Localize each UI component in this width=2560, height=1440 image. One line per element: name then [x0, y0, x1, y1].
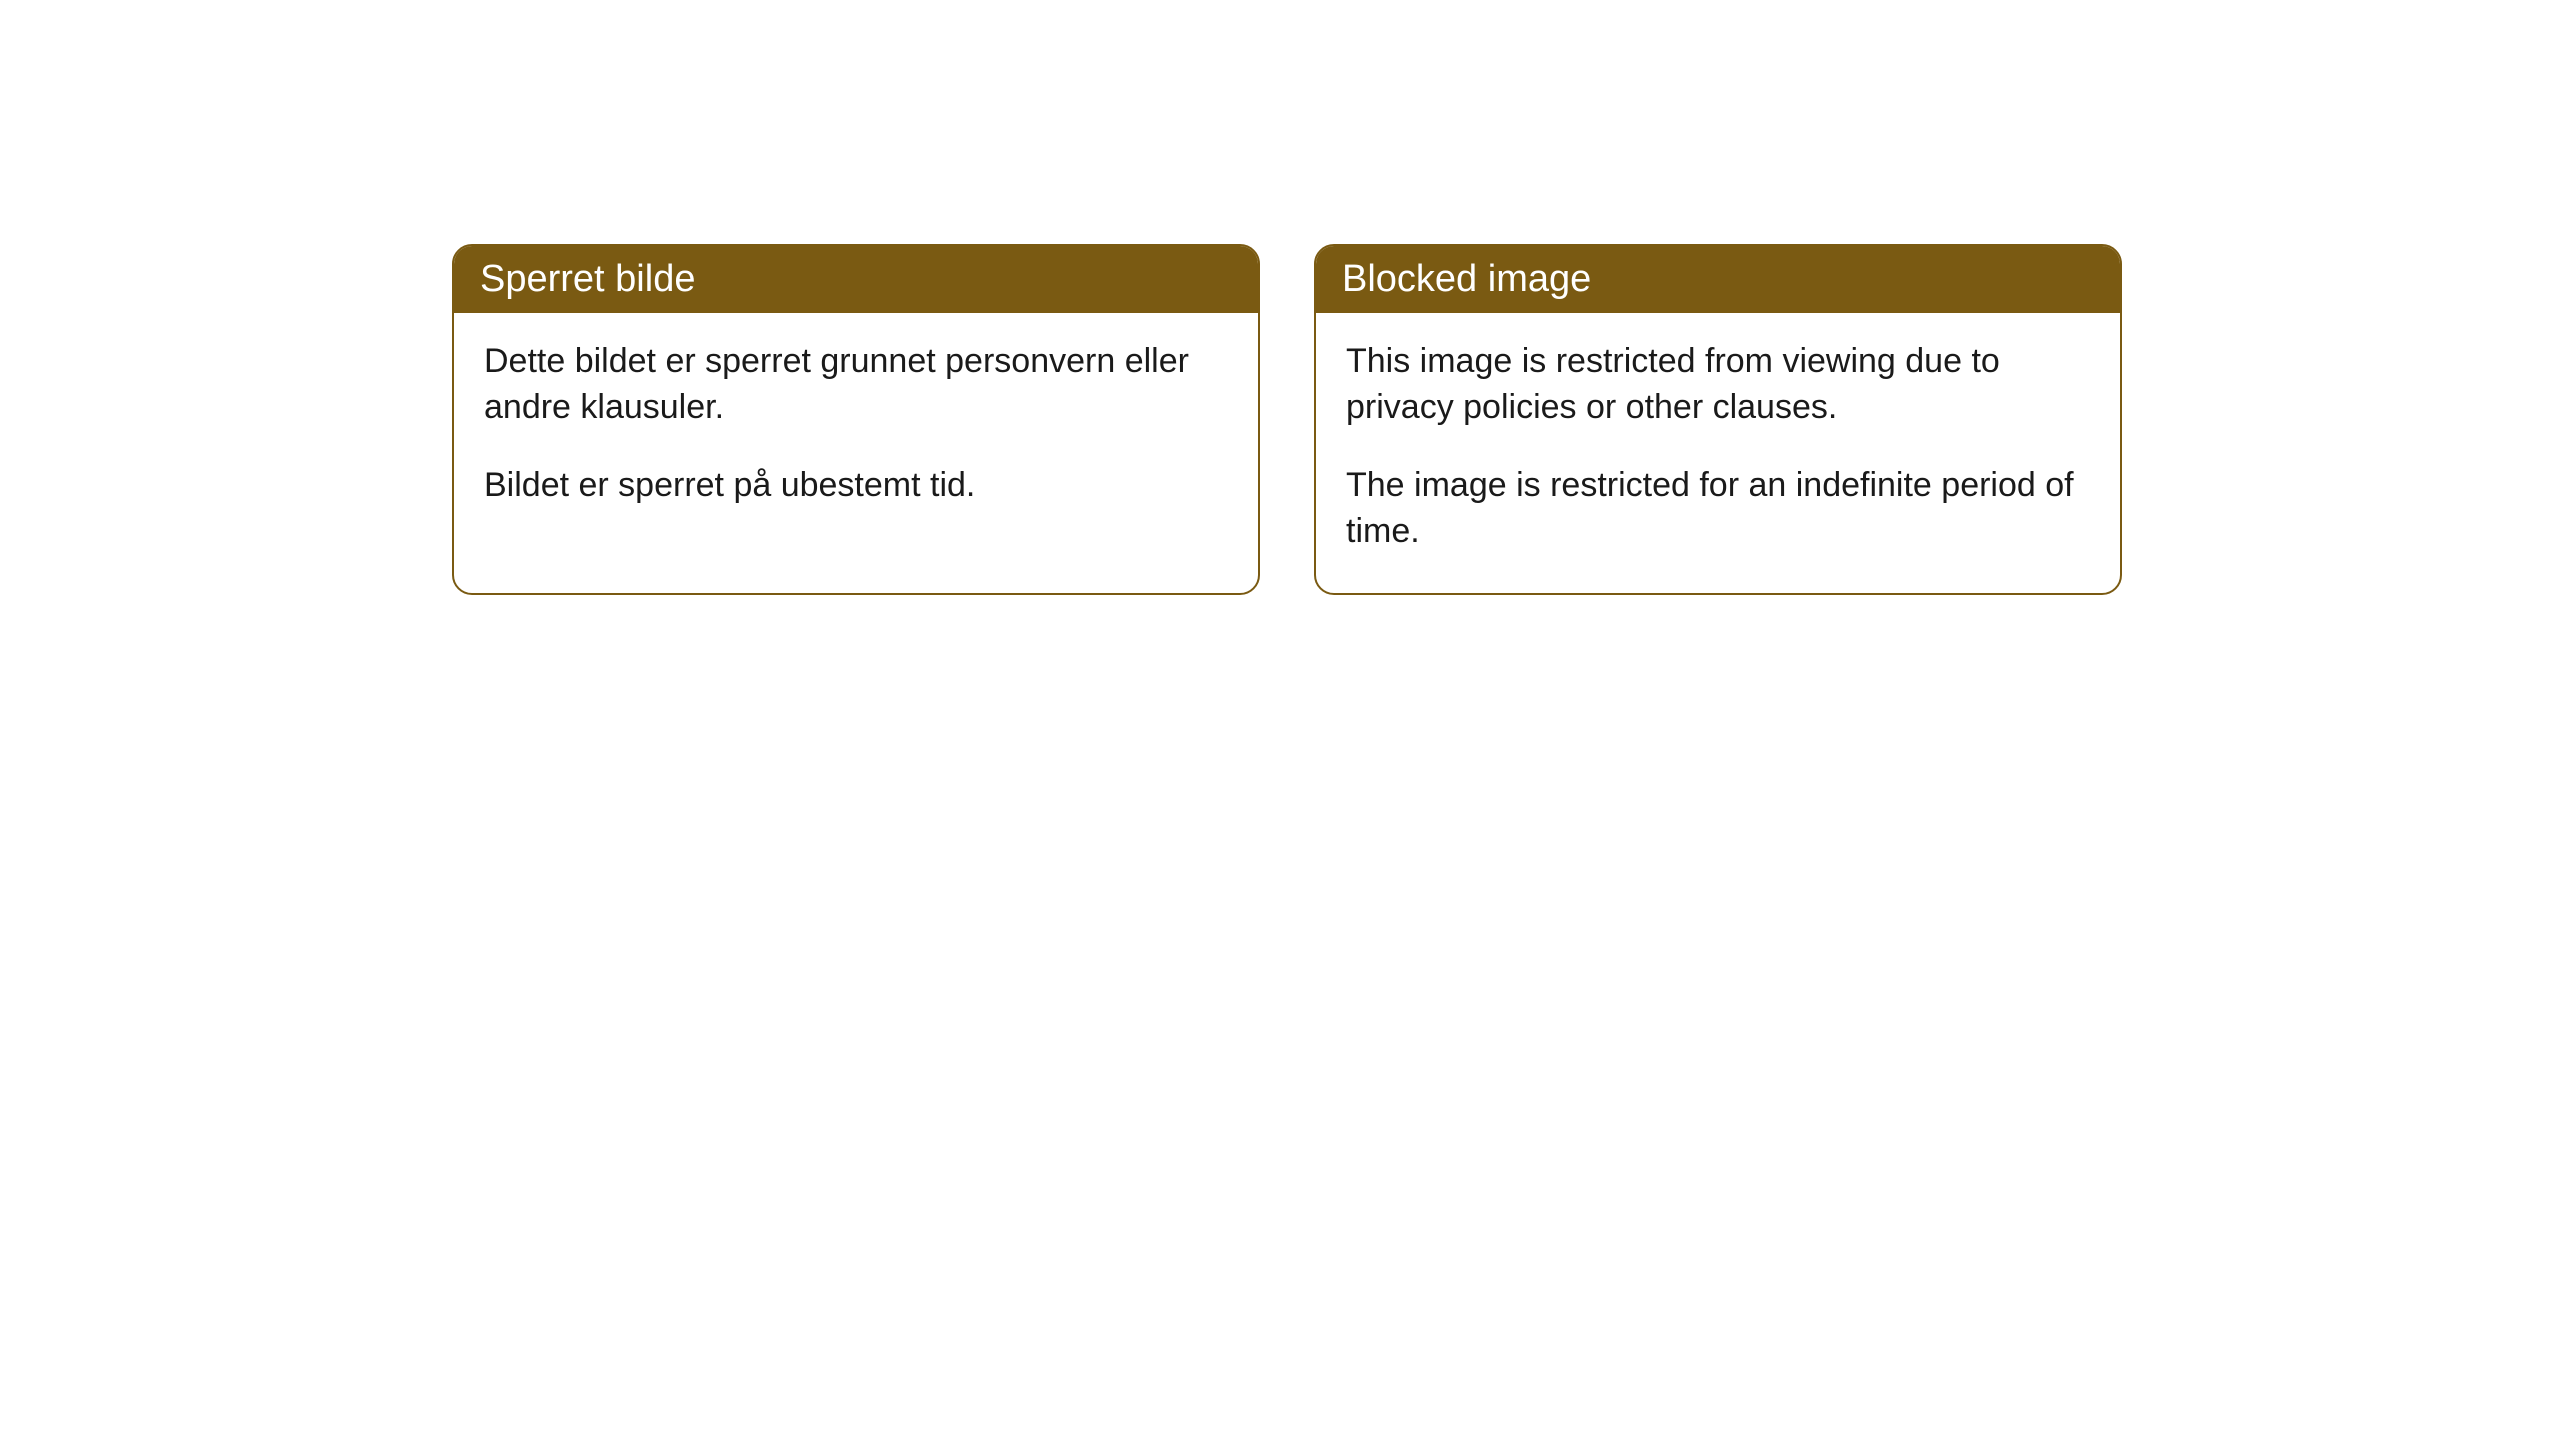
blocked-image-card-no: Sperret bilde Dette bildet er sperret gr…	[452, 244, 1260, 595]
blocked-image-card-en: Blocked image This image is restricted f…	[1314, 244, 2122, 595]
card-paragraph: This image is restricted from viewing du…	[1346, 339, 2090, 431]
card-header: Blocked image	[1316, 246, 2120, 313]
cards-container: Sperret bilde Dette bildet er sperret gr…	[452, 244, 2122, 595]
card-paragraph: Bildet er sperret på ubestemt tid.	[484, 463, 1228, 509]
card-body: Dette bildet er sperret grunnet personve…	[454, 313, 1258, 547]
card-body: This image is restricted from viewing du…	[1316, 313, 2120, 593]
card-title: Sperret bilde	[480, 258, 695, 300]
card-header: Sperret bilde	[454, 246, 1258, 313]
card-paragraph: The image is restricted for an indefinit…	[1346, 463, 2090, 555]
card-title: Blocked image	[1342, 258, 1591, 300]
card-paragraph: Dette bildet er sperret grunnet personve…	[484, 339, 1228, 431]
